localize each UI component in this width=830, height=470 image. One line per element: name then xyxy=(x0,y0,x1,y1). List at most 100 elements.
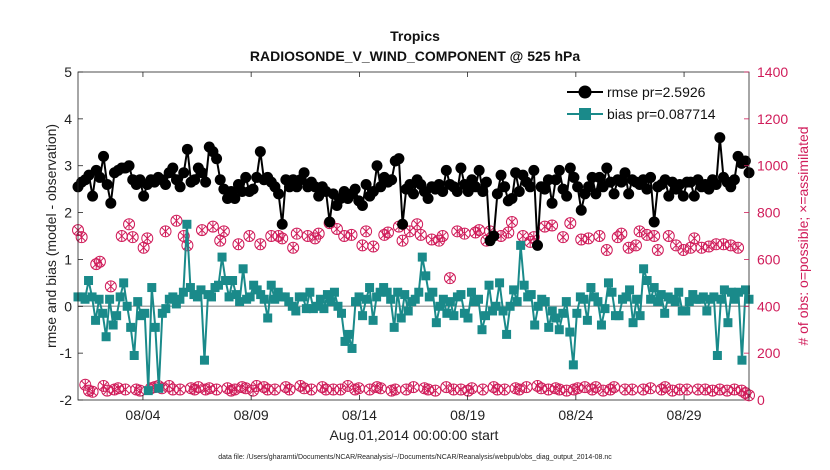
possible-obs-point xyxy=(243,230,256,242)
bias-point xyxy=(108,320,118,330)
bias-point xyxy=(245,292,255,302)
bias-point xyxy=(726,287,736,297)
assimilated-obs-point xyxy=(77,232,87,243)
assimilated-obs-point xyxy=(204,383,214,394)
rmse-point xyxy=(393,153,405,165)
rmse-point xyxy=(240,171,252,183)
bias-point xyxy=(502,329,512,339)
rmse-point xyxy=(360,178,372,190)
rmse-point xyxy=(167,162,179,174)
y2-tick-label: 1200 xyxy=(757,111,788,127)
bias-point xyxy=(561,297,571,307)
assimilated-obs-point xyxy=(591,382,601,393)
rmse-point xyxy=(324,216,336,228)
assimilated-obs-point xyxy=(671,240,681,251)
rmse-point xyxy=(564,162,576,174)
assimilated-obs-point xyxy=(478,384,488,395)
possible-obs-point xyxy=(564,217,577,230)
rmse-point xyxy=(200,176,212,188)
y2-tick-label: 1000 xyxy=(757,158,788,174)
bias-point xyxy=(442,308,452,318)
y2-axis-label: # of obs: o=possible; ×=assimilated xyxy=(795,126,811,345)
rmse-point xyxy=(211,153,223,165)
assimilated-obs-point xyxy=(456,384,466,395)
bias-point xyxy=(322,290,332,300)
bias-point xyxy=(621,292,631,302)
assimilated-obs-point xyxy=(113,383,123,394)
bias-point xyxy=(393,287,403,297)
rmse-point xyxy=(619,167,631,179)
bias-point xyxy=(495,278,505,288)
bias-point xyxy=(572,308,582,318)
assimilated-obs-point xyxy=(438,231,448,241)
bias-point xyxy=(417,252,427,262)
assimilated-obs-point xyxy=(715,384,725,395)
rmse-point xyxy=(553,164,565,176)
bias-point xyxy=(642,276,652,286)
bias-point xyxy=(305,287,315,297)
possible-obs-point xyxy=(411,218,424,231)
rmse-point xyxy=(189,174,201,186)
possible-obs-point xyxy=(334,383,347,396)
rmse-point xyxy=(451,185,463,197)
assimilated-obs-point xyxy=(124,219,134,230)
bias-point xyxy=(698,292,708,302)
assimilated-obs-point xyxy=(328,384,338,395)
bias-point xyxy=(84,276,94,286)
bias-point xyxy=(544,322,554,332)
rmse-point xyxy=(408,188,419,200)
assimilated-obs-point xyxy=(704,241,714,252)
assimilated-obs-point xyxy=(284,384,295,395)
possible-obs-point xyxy=(611,231,624,244)
assimilated-obs-point xyxy=(310,233,320,244)
assimilated-obs-point xyxy=(102,385,112,396)
rmse-point xyxy=(710,178,722,190)
rmse-point xyxy=(196,167,208,179)
assimilated-obs-point xyxy=(569,384,579,395)
bias-point xyxy=(481,311,491,321)
bias-point xyxy=(403,306,413,316)
possible-obs-point xyxy=(662,230,675,242)
bias-point xyxy=(182,219,192,229)
assimilated-obs-point xyxy=(682,384,692,395)
bias-point xyxy=(414,287,424,297)
rmse-point xyxy=(528,164,540,176)
rmse-point xyxy=(623,188,635,200)
assimilated-obs-point xyxy=(598,385,608,396)
possible-obs-point xyxy=(159,225,172,238)
possible-obs-point xyxy=(367,240,380,253)
assimilated-obs-point xyxy=(521,382,532,393)
bias-point xyxy=(365,283,375,293)
x-tick-label: 08/04 xyxy=(125,407,160,423)
bias-point xyxy=(178,287,188,297)
assimilated-obs-point xyxy=(576,234,586,245)
rmse-point xyxy=(506,193,518,205)
bias-point xyxy=(512,297,522,307)
possible-obs-point xyxy=(195,224,208,237)
assimilated-obs-point xyxy=(263,384,273,395)
bias-point xyxy=(154,383,164,393)
bias-point xyxy=(196,285,206,295)
bias-point xyxy=(199,355,209,365)
bias-point xyxy=(326,297,336,307)
assimilated-obs-point xyxy=(660,382,670,393)
assimilated-obs-point xyxy=(492,384,502,395)
bias-point xyxy=(635,311,645,321)
assimilated-obs-point xyxy=(511,383,521,394)
assimilated-obs-point xyxy=(700,384,710,395)
bias-point xyxy=(206,292,216,302)
assimilated-obs-point xyxy=(299,383,309,394)
rmse-point xyxy=(247,183,259,195)
assimilated-obs-point xyxy=(467,383,477,394)
y-tick-label: 2 xyxy=(64,205,72,221)
chart-subtitle: RADIOSONDE_V_WIND_COMPONENT @ 525 hPa xyxy=(250,48,580,64)
possible-obs-point xyxy=(126,231,139,244)
assimilated-obs-point xyxy=(405,226,415,237)
possible-obs-point xyxy=(170,214,183,227)
bias-point xyxy=(91,315,101,325)
assimilated-obs-point xyxy=(551,383,561,394)
assimilated-obs-point xyxy=(142,233,152,244)
bias-point xyxy=(228,276,238,286)
bias-point xyxy=(259,294,269,304)
bias-point xyxy=(273,287,283,297)
